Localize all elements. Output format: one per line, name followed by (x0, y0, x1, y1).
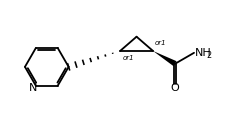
Text: NH: NH (195, 48, 212, 58)
Polygon shape (153, 51, 177, 66)
Text: or1: or1 (155, 40, 167, 46)
Text: O: O (171, 83, 180, 93)
Text: N: N (29, 83, 38, 93)
Text: or1: or1 (123, 55, 135, 61)
Text: 2: 2 (206, 51, 211, 60)
